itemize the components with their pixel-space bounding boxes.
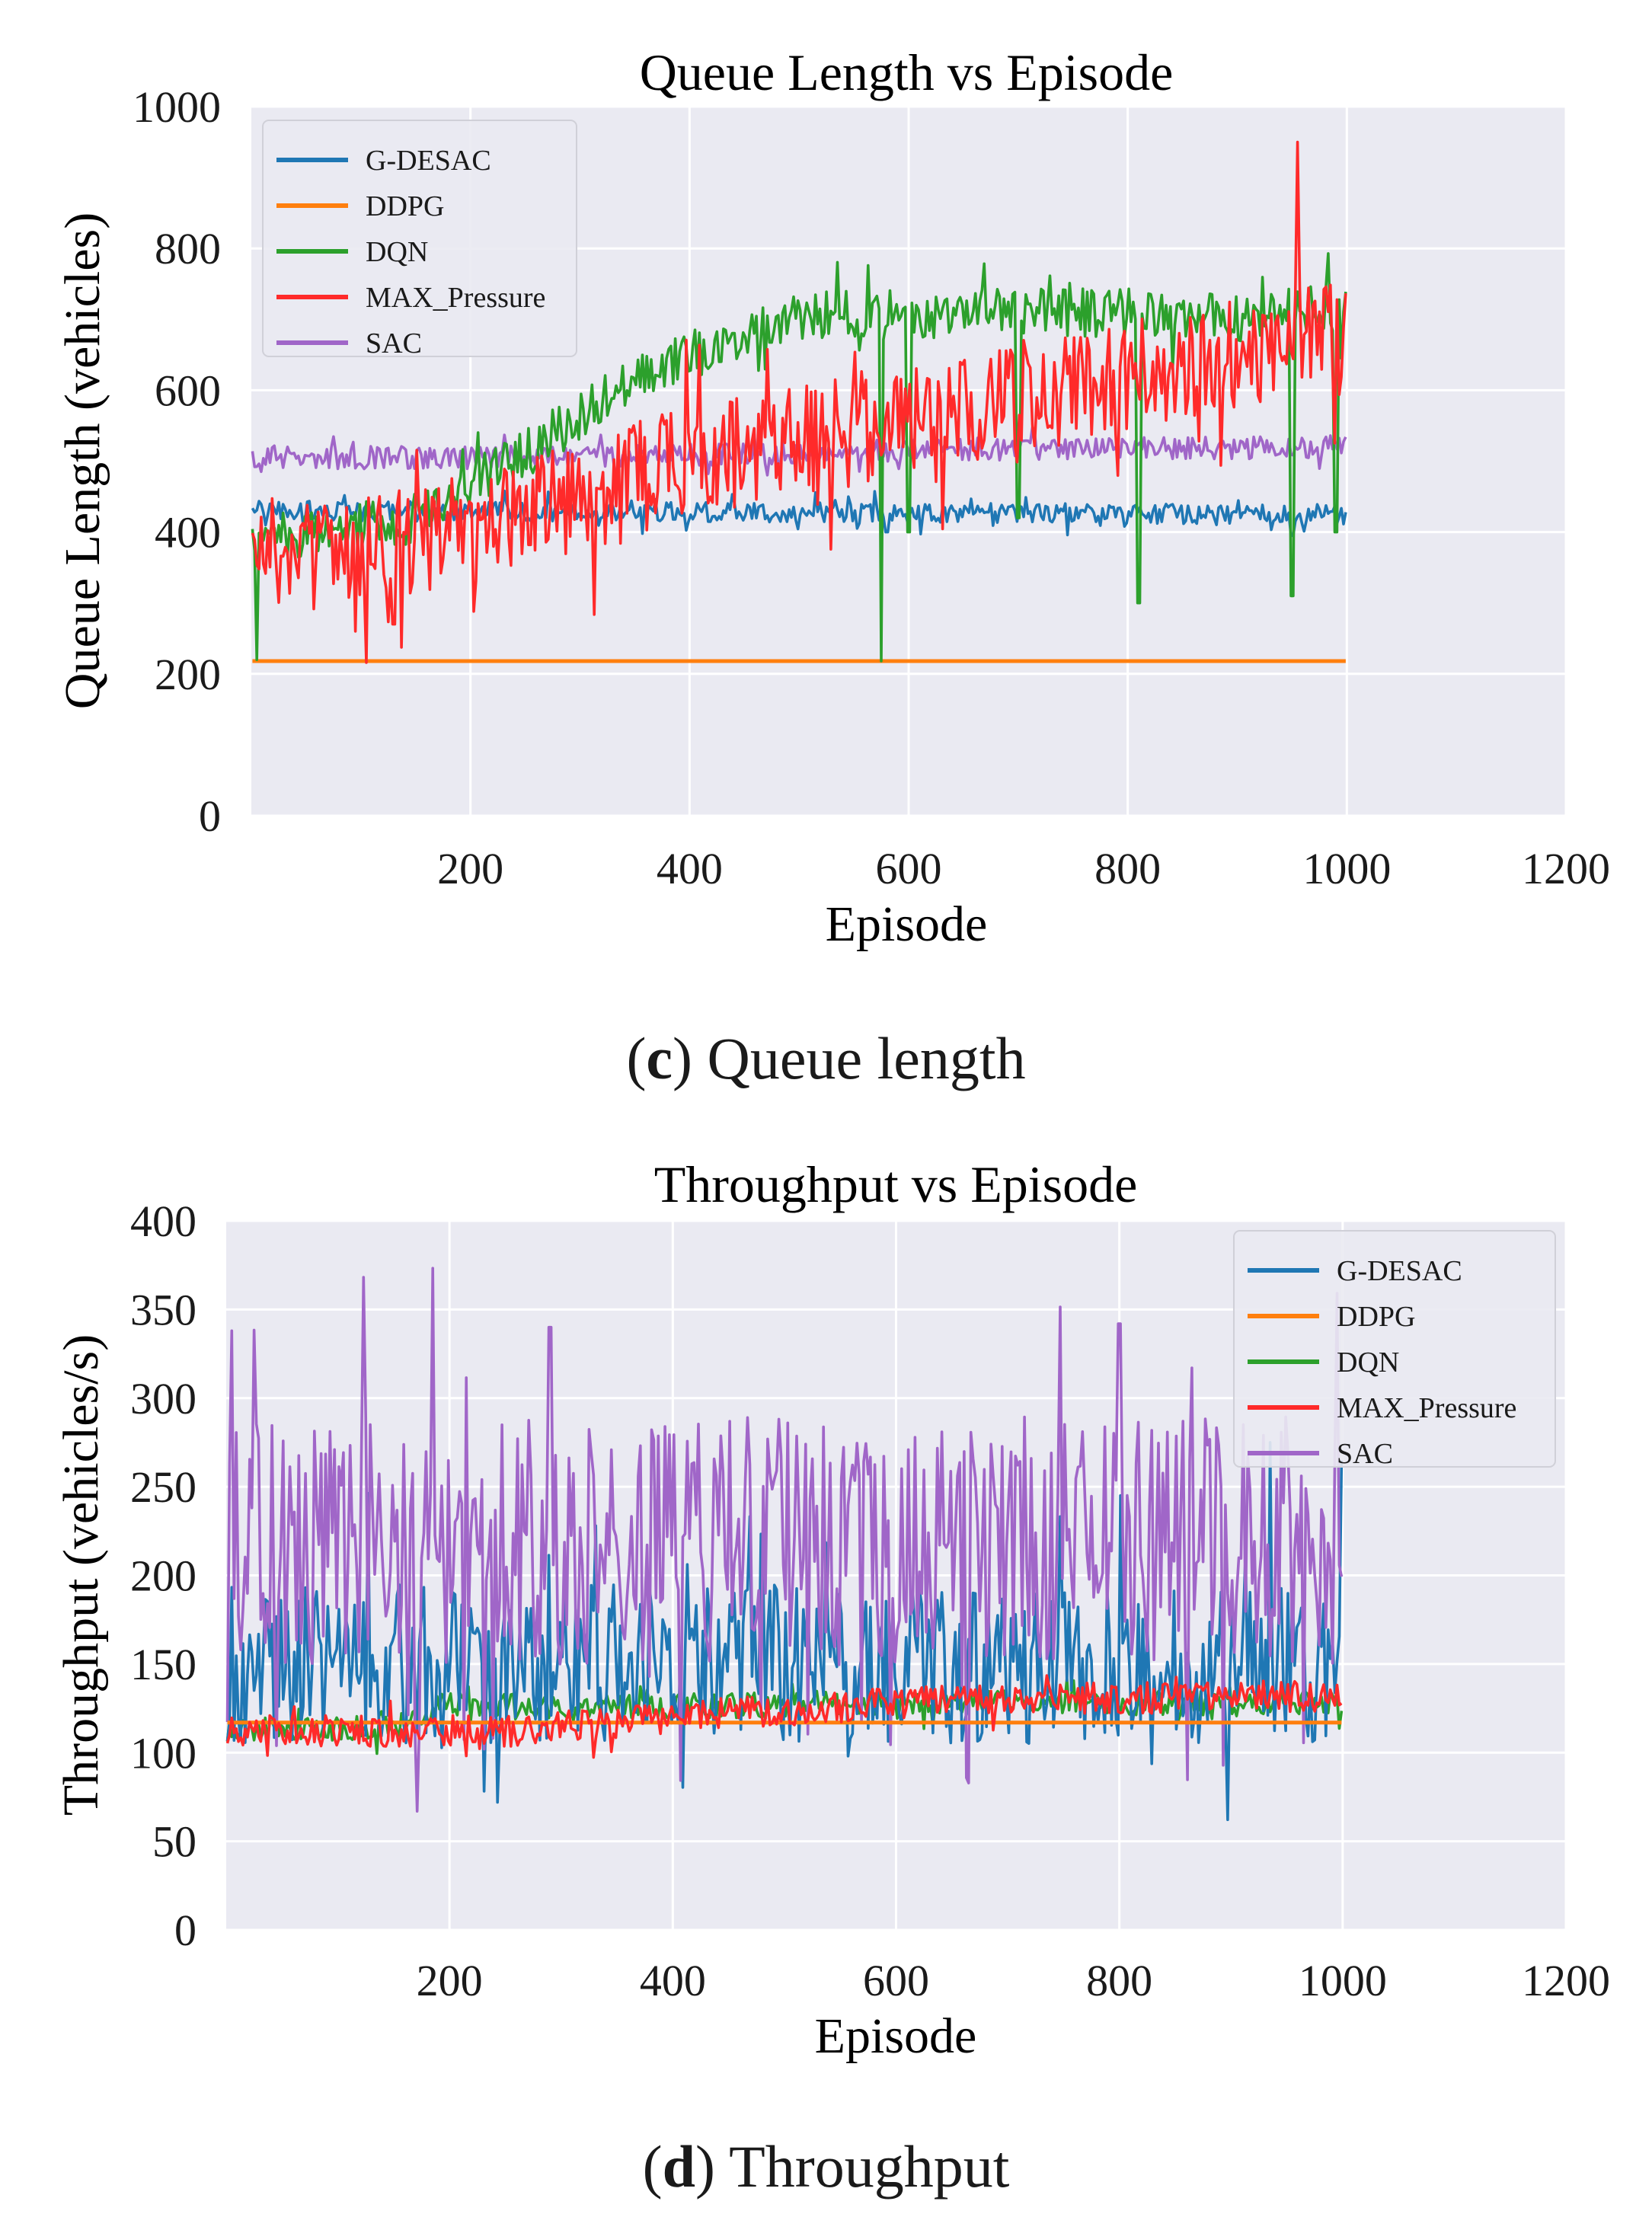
y-tick-label: 250	[130, 1462, 197, 1512]
y-tick-label: 150	[130, 1640, 197, 1689]
y-tick-label: 1000	[133, 82, 221, 132]
x-tick-label: 200	[437, 844, 503, 893]
y-tick-label: 50	[152, 1817, 197, 1867]
legend-label: DQN	[366, 236, 428, 268]
legend-label: MAX_Pressure	[366, 282, 545, 314]
legend-label: SAC	[366, 327, 422, 359]
caption-d-letter: d	[662, 2133, 695, 2200]
throughput-chart: 0 50 100 150 200 250 300 350 400 200 400 600 800 1000…	[53, 1155, 1610, 2064]
caption-d-text: Throughput	[729, 2133, 1010, 2200]
y-tick-label: 200	[130, 1551, 197, 1601]
series-line-dqn	[251, 252, 1347, 663]
x-tick-label: 1000	[1299, 1956, 1387, 2005]
caption-d: (d) Throughput	[642, 2133, 1010, 2200]
y-tick-label: 350	[130, 1285, 197, 1334]
legend-label: DDPG	[366, 190, 444, 222]
queue-legend: G-DESAC DDPG DQN MAX_Pressure SAC	[262, 120, 577, 359]
queue-chart: 0 200 400 600 800 1000 200 400 600 800 1000 1200 Qu…	[55, 43, 1610, 952]
x-tick-label: 1200	[1522, 844, 1610, 893]
throughput-y-axis-label: Throughput (vehicles/s)	[53, 1334, 109, 1816]
y-tick-label: 200	[155, 650, 221, 699]
legend-label: MAX_Pressure	[1337, 1392, 1516, 1424]
x-tick-label: 1200	[1522, 1956, 1610, 2005]
legend-label: G-DESAC	[366, 145, 491, 177]
throughput-tick-labels: 0 50 100 150 200 250 300 350 400 200 400 600 800 1000…	[130, 1196, 1610, 2005]
y-tick-label: 0	[174, 1906, 197, 1955]
x-tick-label: 200	[417, 1956, 483, 2005]
throughput-legend: G-DESAC DDPG DQN MAX_Pressure SAC	[1233, 1230, 1556, 1470]
legend-label: DDPG	[1337, 1301, 1415, 1333]
x-tick-label: 1000	[1302, 844, 1391, 893]
caption-c-text: Queue length	[707, 1025, 1026, 1091]
y-tick-label: 400	[130, 1196, 197, 1246]
queue-y-axis-label: Queue Length (vehicles)	[55, 212, 110, 709]
x-tick-label: 400	[640, 1956, 706, 2005]
throughput-x-axis-label: Episode	[815, 2008, 977, 2064]
throughput-series-lines	[225, 1267, 1344, 1822]
x-tick-label: 800	[1086, 1956, 1152, 2005]
x-tick-label: 800	[1094, 844, 1161, 893]
x-tick-label: 600	[863, 1956, 929, 2005]
x-tick-label: 600	[876, 844, 942, 893]
y-tick-label: 300	[130, 1374, 197, 1423]
legend-label: G-DESAC	[1337, 1255, 1462, 1287]
legend-label: SAC	[1337, 1438, 1393, 1470]
y-tick-label: 400	[155, 508, 221, 557]
x-tick-label: 400	[657, 844, 723, 893]
queue-series-lines	[251, 140, 1347, 664]
y-tick-label: 0	[199, 791, 221, 841]
throughput-chart-title: Throughput vs Episode	[654, 1155, 1138, 1213]
series-line-sac	[225, 1267, 1344, 1813]
caption-c: (c) Queue length	[626, 1025, 1026, 1091]
y-tick-label: 100	[130, 1728, 197, 1778]
y-tick-label: 600	[155, 366, 221, 415]
caption-c-letter: c	[646, 1025, 673, 1091]
series-line-max-pressure	[251, 140, 1347, 664]
queue-chart-title: Queue Length vs Episode	[640, 43, 1174, 101]
legend-label: DQN	[1337, 1347, 1399, 1379]
queue-tick-labels: 0 200 400 600 800 1000 200 400 600 800 1000 1200	[133, 82, 1610, 893]
series-line-max-pressure	[225, 1674, 1343, 1759]
queue-x-axis-label: Episode	[826, 896, 988, 952]
y-tick-label: 800	[155, 224, 221, 273]
